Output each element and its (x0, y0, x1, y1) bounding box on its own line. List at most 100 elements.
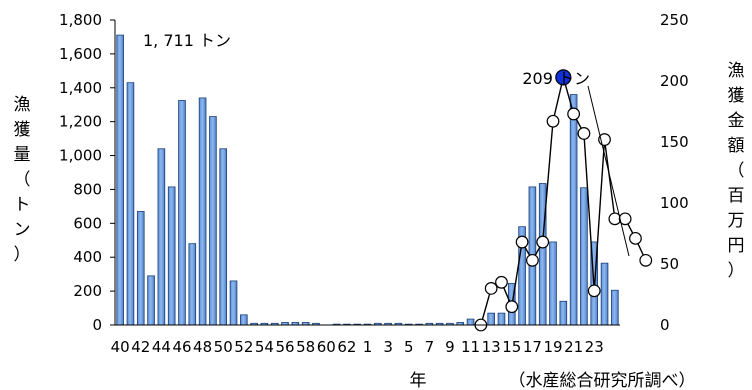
bar (188, 243, 197, 326)
bar (549, 241, 557, 326)
axes (114, 20, 620, 326)
x-tick-label: 9 (445, 338, 455, 356)
bar (569, 94, 578, 326)
line-point (526, 253, 539, 267)
left-tick-label: 1,400 (59, 79, 102, 97)
x-tick-label: 62 (337, 338, 356, 356)
source-note: （水産総合研究所調べ） (509, 371, 696, 390)
bar (611, 289, 619, 326)
bar (240, 314, 248, 326)
bar (167, 186, 176, 326)
right-tick-label: 50 (660, 255, 679, 273)
x-tick-label: 46 (172, 338, 191, 356)
x-tick-label: 3 (383, 338, 393, 356)
bar (178, 100, 186, 326)
left-tick-label: 600 (73, 214, 102, 232)
axis-label-char: ） (14, 245, 31, 265)
line-point (536, 235, 550, 249)
axis-label-char: ト (14, 195, 31, 215)
x-tick-label: 48 (193, 338, 212, 356)
x-tick-label: 54 (255, 338, 274, 356)
left-tick-label: 400 (73, 248, 102, 266)
x-tick-label: 50 (214, 338, 233, 356)
x-tick-label: 40 (111, 338, 130, 356)
bar (229, 280, 238, 326)
axis-label-char: 漁 (728, 61, 745, 81)
x-ticks: 40 42 44 46 48 50 52 54 56 58 60 62 1 3 5 7 9 11 13 15 17 19 2… (111, 338, 604, 356)
bar (126, 82, 135, 326)
highlight-point (555, 69, 572, 86)
left-axis-label: 漁獲量 （ トン ） (14, 95, 31, 265)
bar (198, 97, 207, 326)
line-point (546, 114, 560, 128)
left-tick-label: 200 (73, 282, 102, 300)
annotation-max-value: 209 トン (522, 69, 590, 88)
left-tick-label: 1,200 (59, 113, 102, 131)
line-point (618, 212, 632, 226)
bar (580, 187, 588, 326)
axis-label-char: 額 (728, 136, 745, 156)
line-series (474, 69, 653, 332)
left-tick-label: 800 (73, 180, 102, 198)
right-tick-label: 150 (660, 133, 689, 151)
axis-label-char: 獲 (14, 120, 31, 140)
annotation-leader (587, 85, 630, 257)
x-tick-label: 19 (543, 338, 562, 356)
right-tick-label: 200 (660, 72, 689, 90)
axis-label-char: ン (14, 220, 31, 240)
line-point (484, 282, 498, 295)
x-tick-label: 52 (234, 338, 253, 356)
left-ticks: 0 200 400 600 800 1,000 1,200 1,400 1,600 1,800 (59, 11, 115, 334)
axis-label-char: （ (728, 161, 745, 181)
left-tick-label: 0 (92, 316, 102, 334)
bar (497, 312, 506, 326)
x-tick-label: 56 (276, 338, 295, 356)
x-tick-label: 23 (585, 338, 604, 356)
bar (157, 148, 166, 326)
axis-label-char: 量 (14, 145, 31, 165)
x-tick-label: 11 (461, 338, 480, 356)
line-point (495, 275, 508, 289)
bar (209, 116, 217, 326)
x-axis-label: 年 (410, 371, 427, 390)
right-ticks: 0 50 100 150 200 250 (660, 11, 689, 334)
left-tick-label: 1,800 (59, 11, 102, 29)
x-tick-label: 44 (152, 338, 171, 356)
line-point (629, 231, 642, 245)
axis-label-char: 百 (728, 186, 745, 206)
x-tick-label: 17 (523, 338, 542, 356)
x-tick-label: 58 (296, 338, 315, 356)
line-point (515, 235, 529, 249)
x-tick-label: 60 (317, 338, 336, 356)
bar (116, 34, 124, 326)
annotation-peak-catch: 1, 711 トン (143, 31, 231, 50)
x-tick-label: 13 (482, 338, 501, 356)
line-point (587, 284, 601, 298)
x-tick-label: 5 (404, 338, 414, 356)
axis-label-char: 金 (728, 111, 745, 131)
line-point (577, 127, 591, 140)
axis-label-char: 万 (728, 211, 745, 231)
axis-label-char: 円 (728, 236, 745, 256)
bar (600, 262, 609, 326)
bar (219, 148, 228, 326)
axis-label-char: 獲 (728, 86, 745, 106)
amount-line (480, 77, 647, 326)
right-tick-label: 250 (660, 11, 689, 29)
bar (466, 318, 475, 326)
axis-label-char: （ (14, 170, 31, 190)
x-tick-label: 1 (363, 338, 373, 356)
bar (538, 183, 547, 326)
bars (116, 34, 619, 326)
bar (487, 312, 495, 326)
right-tick-label: 100 (660, 194, 689, 212)
line-point (567, 107, 581, 121)
x-tick-label: 42 (131, 338, 150, 356)
bar (147, 275, 155, 326)
left-tick-label: 1,600 (59, 45, 102, 63)
line-point (505, 300, 519, 314)
x-tick-label: 15 (502, 338, 521, 356)
right-tick-label: 0 (660, 316, 670, 334)
